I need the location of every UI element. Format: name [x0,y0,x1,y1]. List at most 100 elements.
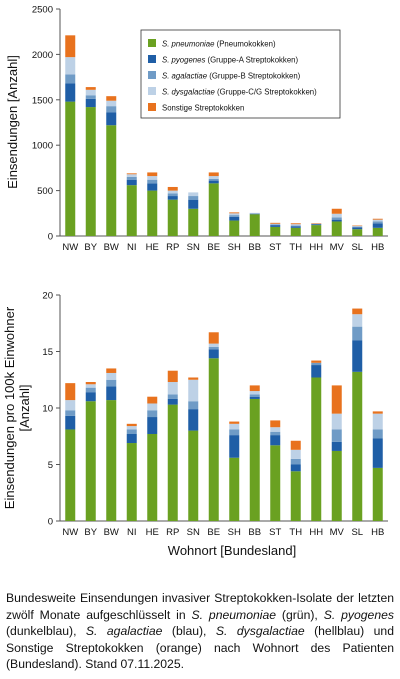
x-tick-label: SN [187,527,200,538]
y-axis-label: Einsendungen [Anzahl] [5,55,20,189]
bar-segment-sonstige-sl [352,308,363,315]
bar-segment-sonstige-st [270,420,281,428]
bar-segment-sonstige-sl [352,225,363,227]
bar-segment-pneumoniae-bb [249,398,260,521]
bar-segment-sonstige-rp [167,370,178,383]
x-tick-label: RP [166,242,179,253]
bar-segment-sonstige-he [147,172,158,177]
bar-segment-agalactiae-sh [229,215,240,217]
bar-segment-pneumoniae-sn [188,208,199,236]
bar-segment-dysgalactiae-mv [331,413,342,430]
bar-segment-agalactiae-nw [65,410,76,416]
bar-segment-pneumoniae-hh [311,225,322,236]
bar-segment-agalactiae-ni [126,176,137,180]
bar-segment-agalactiae-bb [249,213,260,214]
bar-segment-dysgalactiae-ni [126,426,137,430]
y-axis-label: Einsendungen pro 100k Einwohner[Anzahl] [2,306,32,509]
bar-segment-pyogenes-hb [372,223,383,228]
bar-segment-pneumoniae-st [270,445,281,521]
bar-segment-sonstige-sn [188,377,199,380]
bar-segment-dysgalactiae-sl [352,225,363,227]
bar-segment-agalactiae-sl [352,326,363,341]
bar-segment-pyogenes-hh [311,224,322,226]
bar-segment-pyogenes-bb [249,213,260,215]
x-tick-label: HH [309,242,323,253]
bar-segment-sonstige-bb [249,385,260,392]
bar-segment-pneumoniae-he [147,433,158,521]
bar-segment-agalactiae-be [208,178,219,181]
bar-segment-pneumoniae-st [270,226,281,236]
y-tick-label: 1500 [32,95,53,106]
bar-segment-agalactiae-mv [331,217,342,220]
x-tick-label: SL [351,242,363,253]
x-tick-label: BE [207,242,220,253]
bar-segment-agalactiae-sl [352,226,363,228]
bar-segment-dysgalactiae-bw [106,372,117,380]
bar-segment-agalactiae-bw [106,106,117,113]
bar-segment-pyogenes-ni [126,179,137,186]
bar-segment-pyogenes-st [270,435,281,446]
bar-segment-pneumoniae-bb [249,214,260,236]
legend-swatch-sonstige [148,103,156,111]
bar-segment-pneumoniae-th [290,227,301,236]
y-tick-label: 1000 [32,141,53,152]
x-tick-label: BE [207,527,220,538]
legend-swatch-agalactiae [148,71,156,79]
bar-segment-pneumoniae-rp [167,199,178,236]
bar-segment-sonstige-ni [126,173,137,175]
x-tick-label: MV [330,242,345,253]
bar-segment-agalactiae-be [208,346,219,350]
bar-segment-dysgalactiae-bb [249,391,260,395]
x-tick-label: NW [62,242,78,253]
bar-segment-pyogenes-nw [65,415,76,430]
bar-segment-pneumoniae-bw [106,400,117,521]
bar-segment-sonstige-be [208,172,219,177]
bar-segment-dysgalactiae-sn [188,192,199,197]
bar-segment-pyogenes-sl [352,227,363,230]
bar-segment-pyogenes-rp [167,196,178,200]
bar-segment-dysgalactiae-st [270,223,281,225]
bar-segment-pneumoniae-nw [65,101,76,236]
bar-segment-dysgalactiae-rp [167,382,178,395]
bar-segment-pneumoniae-sl [352,229,363,236]
bar-segment-dysgalactiae-hb [372,219,383,222]
bar-segment-dysgalactiae-sh [229,423,240,430]
bar-segment-pneumoniae-nw [65,429,76,521]
bar-segment-sonstige-hh [311,360,322,363]
bar-segment-sonstige-nw [65,35,76,58]
x-tick-label: NW [62,527,78,538]
bar-segment-agalactiae-he [147,179,158,184]
x-tick-label: HE [146,242,159,253]
bar-segment-pneumoniae-ni [126,443,137,521]
x-tick-label: SL [351,527,363,538]
legend-box [140,29,341,119]
bar-segment-pneumoniae-sn [188,430,199,521]
bar-segment-agalactiae-hb [372,429,383,439]
bar-segment-pyogenes-hb [372,438,383,468]
bar-segment-pneumoniae-hh [311,377,322,521]
bar-segment-pyogenes-sn [188,199,199,209]
bar-segment-sonstige-he [147,396,158,404]
bar-segment-pneumoniae-by [85,401,96,521]
bar-segment-dysgalactiae-rp [167,190,178,194]
x-tick-label: TH [289,527,302,538]
bar-segment-sonstige-hh [311,223,322,224]
bar-segment-pneumoniae-be [208,183,219,236]
bar-segment-agalactiae-rp [167,394,178,399]
bar-segment-pyogenes-hh [311,365,322,378]
bar-segment-pneumoniae-bw [106,125,117,236]
bar-segment-agalactiae-nw [65,74,76,84]
bar-segment-sonstige-hb [372,218,383,220]
bar-segment-dysgalactiae-sh [229,213,240,216]
bar-segment-pneumoniae-mv [331,221,342,236]
bar-segment-dysgalactiae-by [85,384,96,388]
bar-segment-pneumoniae-he [147,190,158,236]
bar-segment-sonstige-rp [167,186,178,191]
bar-segment-pneumoniae-hb [372,467,383,521]
legend-entry-pneumoniae: S. pneumoniae (Pneumokokken) [162,40,276,49]
bar-segment-dysgalactiae-sl [352,314,363,327]
bar-segment-pyogenes-sh [229,216,240,221]
bar-segment-dysgalactiae-he [147,176,158,180]
bar-segment-dysgalactiae-be [208,176,219,179]
bar-segment-pneumoniae-be [208,358,219,521]
